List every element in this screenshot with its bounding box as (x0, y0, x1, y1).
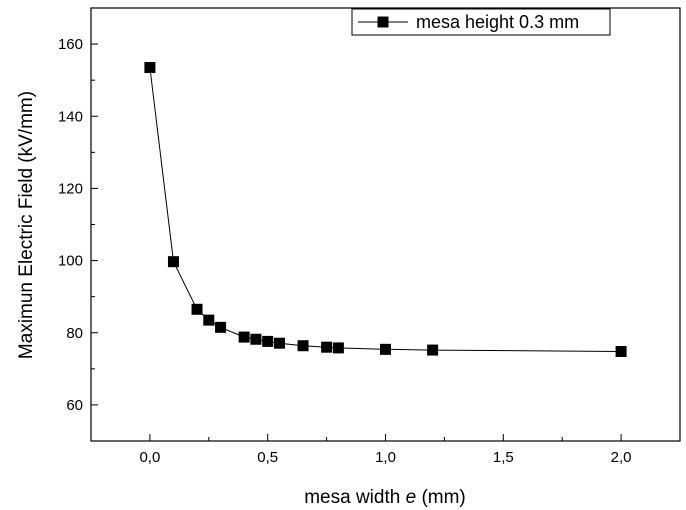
x-axis-label-prefix: mesa width (304, 487, 405, 508)
data-point (167, 256, 179, 268)
x-tick-label: 0,5 (257, 449, 278, 466)
y-tick-label: 60 (66, 397, 83, 414)
y-tick-label: 100 (58, 253, 83, 270)
x-axis-label: mesa width e (mm) (304, 487, 466, 508)
data-point (262, 335, 274, 347)
y-axis-ticks: 60 80 100 120 140 160 (58, 7, 98, 442)
data-point (273, 337, 285, 349)
x-tick-label: 2,0 (611, 449, 632, 466)
legend-label: mesa height 0.3 mm (416, 12, 579, 32)
data-point (191, 303, 203, 315)
x-axis-label-variable: e (406, 487, 417, 508)
y-tick-label: 80 (66, 325, 83, 342)
series-layer (144, 62, 627, 358)
series-line (149, 67, 622, 352)
data-point (380, 343, 391, 355)
data-point (615, 346, 627, 358)
x-axis-ticks: 0,0 0,5 1,0 1,5 2,0 (90, 434, 681, 466)
plot-frame (90, 7, 681, 442)
y-axis-label: Maximun Electric Field (kV/mm) (16, 91, 37, 359)
data-point (321, 341, 333, 353)
y-tick-label: 140 (58, 108, 83, 125)
x-axis-label-suffix: (mm) (416, 487, 466, 508)
legend: mesa height 0.3 mm (351, 8, 611, 36)
x-tick-label: 0,0 (139, 449, 160, 466)
y-tick-label: 120 (58, 180, 83, 197)
data-point (332, 342, 344, 354)
data-point (427, 344, 439, 356)
data-point (203, 314, 215, 326)
legend-marker (377, 16, 389, 28)
data-point (215, 321, 227, 333)
data-point (238, 331, 250, 343)
y-tick-label: 160 (58, 36, 83, 53)
data-point (297, 340, 309, 352)
x-tick-label: 1,0 (375, 449, 396, 466)
x-tick-label: 1,5 (493, 449, 514, 466)
data-point (250, 333, 262, 345)
data-point (144, 62, 156, 74)
